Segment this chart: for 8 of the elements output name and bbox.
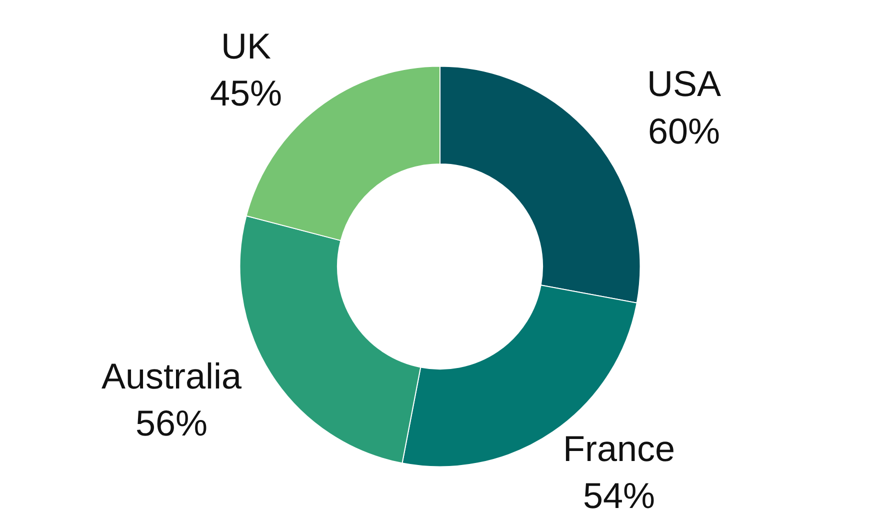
data-label: 54% — [582, 475, 656, 516]
slice-label: USA — [646, 63, 721, 104]
slice-label: UK — [221, 25, 272, 66]
slice-label: France — [562, 428, 676, 470]
data-label: 45% — [210, 72, 282, 114]
data-label: 60% — [648, 110, 720, 152]
slice-label: Australia — [101, 355, 243, 396]
data-label: 56% — [135, 402, 208, 444]
